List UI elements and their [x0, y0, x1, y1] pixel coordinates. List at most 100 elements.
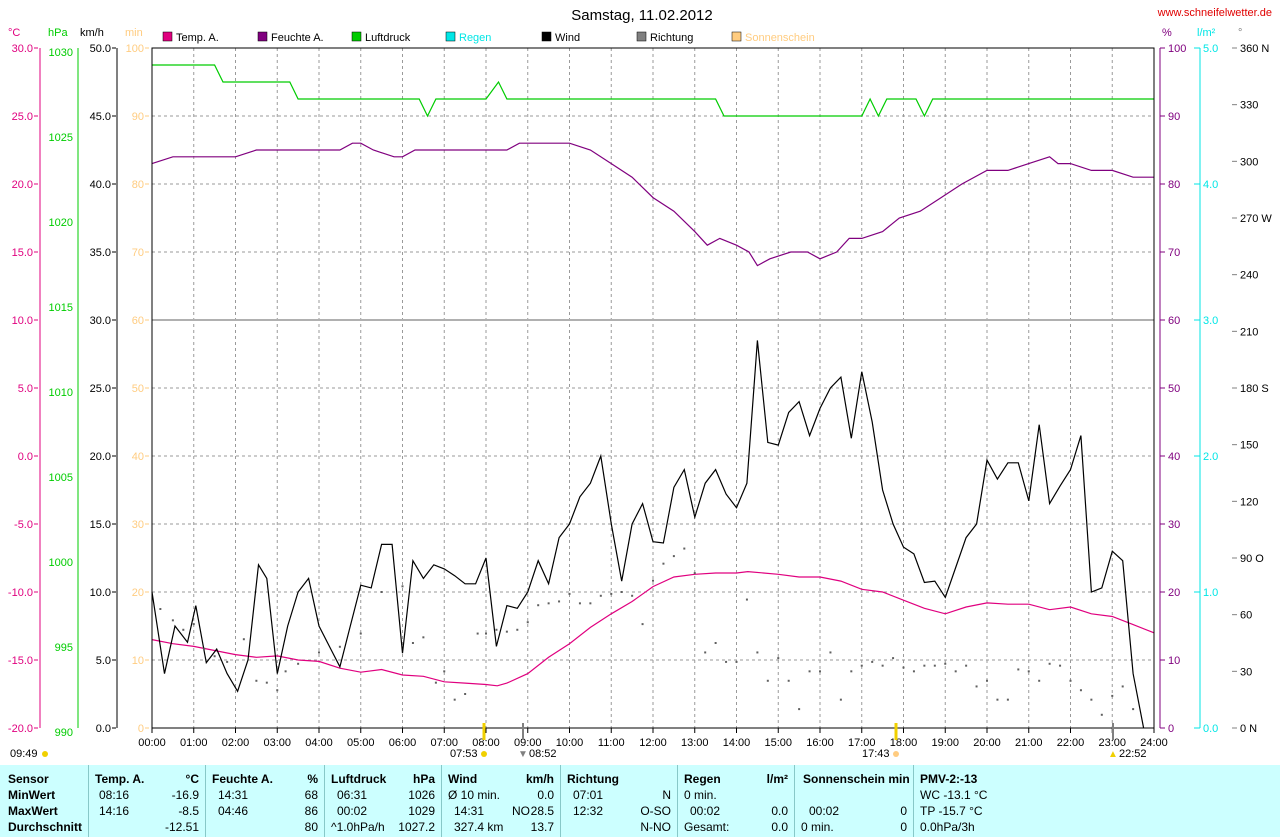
direction-axis-tick-label: 360 N	[1240, 43, 1269, 55]
direction-point	[547, 602, 550, 605]
wind-axis-tick-label: 20.0	[90, 451, 111, 463]
unit-wind: km/h	[80, 27, 104, 39]
direction-point	[787, 679, 790, 682]
pressure-min-time: 06:31	[337, 788, 368, 802]
humidity-line	[151, 142, 1154, 267]
temp-axis-tick-label: 15.0	[12, 247, 33, 259]
humidity-axis-tick-label: 50	[1168, 383, 1180, 395]
direction-point	[255, 679, 258, 682]
sun-axis-tick-label: 20	[132, 587, 144, 599]
direction-axis-tick-label: 150	[1240, 440, 1258, 452]
pressure-axis-tick-label: 1015	[49, 302, 73, 314]
wind-line	[151, 340, 1145, 729]
rain-axis-tick-label: 4.0	[1203, 179, 1218, 191]
direction-point	[495, 628, 498, 631]
rain-unit: l/m²	[766, 772, 788, 786]
sunshine-max-time: 00:02	[809, 804, 840, 818]
direction-point	[1038, 679, 1041, 682]
sunshine-max-value: 0	[900, 804, 907, 818]
x-tick-label: 02:00	[222, 737, 250, 749]
rain-axis-tick-label: 3.0	[1203, 315, 1218, 327]
temp-avg-value: -12.51	[164, 820, 199, 834]
rain-axis-tick-label: 1.0	[1203, 587, 1218, 599]
direction-point	[401, 585, 404, 588]
moonset-time: 22:52	[1119, 748, 1147, 760]
humidity-max-value: 86	[304, 804, 318, 818]
rain-duration: 0 min.	[684, 788, 717, 802]
humidity-axis-tick-label: 30	[1168, 519, 1180, 531]
x-tick-label: 00:00	[138, 737, 166, 749]
legend-swatch	[445, 31, 456, 42]
x-tick-label: 24:00	[1140, 737, 1168, 749]
pressure-avg-value: 1027.2	[398, 820, 435, 834]
direction-point	[975, 685, 978, 688]
direction-point	[839, 698, 842, 701]
legend-label: Wind	[555, 32, 580, 44]
direction-point	[516, 628, 519, 631]
wind-axis-tick-label: 5.0	[96, 655, 111, 667]
axis-labels: 00:00 01:00 02:00 03:00 04:00 05:00 06:00 07:00…	[8, 43, 1272, 749]
direction-point	[808, 670, 811, 673]
pressure-axis-tick-label: 1025	[49, 132, 73, 144]
wind-axis-tick-label: 30.0	[90, 315, 111, 327]
direction-point	[735, 660, 738, 663]
website-link[interactable]: www.schneifelwetter.de	[1157, 7, 1272, 19]
direction-min-value: N	[662, 788, 671, 802]
rain-header: Regen	[684, 772, 721, 786]
x-tick-label: 01:00	[180, 737, 208, 749]
direction-point	[912, 670, 915, 673]
temp-unit: °C	[185, 772, 199, 786]
weather-chart: Samstag, 11.02.2012 www.schneifelwetter.…	[8, 7, 1272, 760]
direction-point	[599, 594, 602, 597]
x-tick-label: 21:00	[1015, 737, 1043, 749]
sun-axis-tick-label: 100	[126, 43, 144, 55]
pressure-min-value: 1026	[408, 788, 435, 802]
temp-axis-tick-label: -5.0	[14, 519, 33, 531]
direction-point	[1048, 662, 1051, 665]
sunshine-total-label: 0 min.	[801, 820, 834, 834]
temp-axis-tick-label: 0.0	[18, 451, 33, 463]
direction-point	[620, 591, 623, 593]
temp-axis-tick-label: 10.0	[12, 315, 33, 327]
sun-axis-tick-label: 80	[132, 179, 144, 191]
direction-min-time: 07:01	[573, 788, 604, 802]
direction-point	[380, 591, 383, 593]
separator	[677, 765, 678, 837]
pressure-axis-tick-label: 1010	[49, 387, 73, 399]
pressure-unit: hPa	[412, 772, 435, 786]
direction-point	[338, 645, 341, 648]
wind-avg10-value: 0.0	[537, 788, 554, 802]
direction-point	[568, 592, 571, 595]
sunshine-total-value: 0	[900, 820, 907, 834]
wind-axis-tick-label: 10.0	[90, 587, 111, 599]
legend-label: Regen	[459, 32, 491, 44]
legend-swatch	[351, 31, 362, 42]
sensor-max-label: MaxWert	[8, 804, 58, 818]
separator	[560, 765, 561, 837]
x-tick-label: 08:00	[472, 737, 500, 749]
moonrise-time: 09:49	[10, 748, 38, 760]
x-tick-label: 07:00	[430, 737, 458, 749]
temp-header: Temp. A.	[95, 772, 145, 786]
unit-dir: °	[1238, 27, 1242, 39]
x-tick-label: 17:00	[848, 737, 876, 749]
sunshine-header: Sonnenschein min	[803, 772, 910, 786]
direction-axis-tick-label: 300	[1240, 156, 1258, 168]
wind-axis-tick-label: 40.0	[90, 179, 111, 191]
direction-point	[476, 632, 479, 635]
humidity-avg-value: 80	[304, 820, 318, 834]
wind-unit: km/h	[525, 772, 554, 786]
legend-label: Luftdruck	[365, 32, 411, 44]
pressure-trend: ^1.0hPa/h	[331, 820, 385, 834]
direction-point	[318, 651, 320, 654]
direction-axis-tick-label: 180 S	[1240, 383, 1269, 395]
x-tick-label: 05:00	[347, 737, 375, 749]
direction-point	[226, 660, 229, 663]
x-tick-label: 20:00	[973, 737, 1001, 749]
sunset-time: 17:43	[862, 748, 890, 760]
direction-point	[641, 623, 644, 626]
legend-swatch	[636, 31, 647, 42]
direction-point	[829, 651, 832, 654]
humidity-axis-tick-label: 40	[1168, 451, 1180, 463]
x-tick-label: 03:00	[263, 737, 291, 749]
